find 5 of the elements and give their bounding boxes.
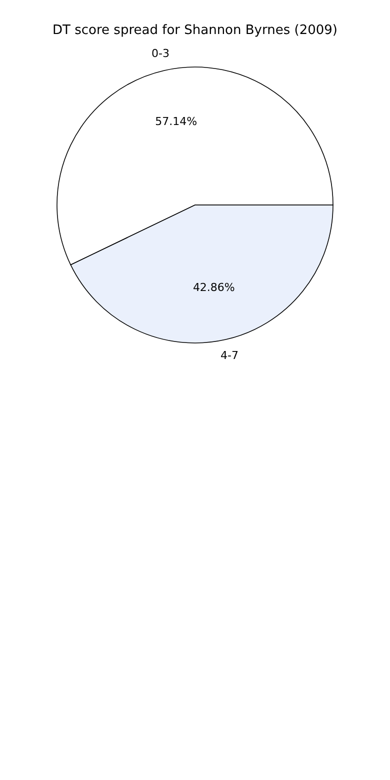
data-label: 42.86% (192, 280, 235, 294)
chart-title: DT score spread for Shannon Byrnes (2009) (52, 23, 338, 38)
data-label: 57.14% (155, 115, 198, 128)
slice-label: 4-7 (220, 349, 238, 362)
slice-label: 0-3 (152, 46, 170, 60)
